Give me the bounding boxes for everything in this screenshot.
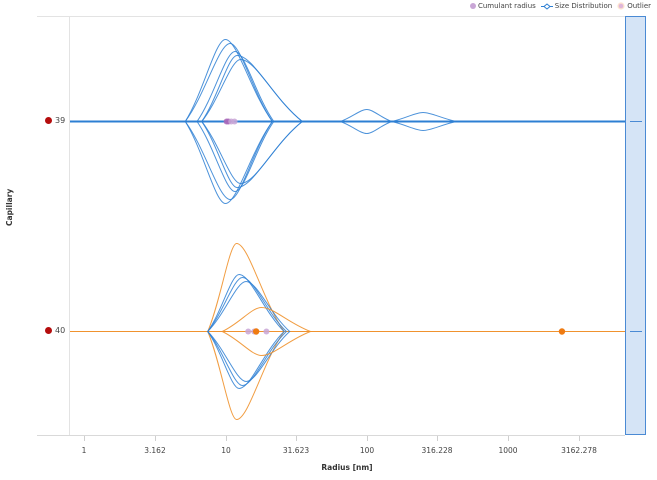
capillary-number: 40 [55,326,66,335]
outlier-point[interactable] [252,328,260,335]
x-tick-label: 3162.278 [561,446,597,455]
size-distribution-curve[interactable] [391,111,457,132]
legend-label: Cumulant radius [477,2,536,10]
cumulant-radius-point[interactable] [231,118,238,125]
size-distribution-curve[interactable] [201,58,304,185]
x-tick-label: 316.228 [421,446,453,455]
x-axis-ticks [84,436,580,441]
cumulant-radius-point[interactable] [245,328,252,335]
legend-label: Size Distribution [554,2,613,10]
size-distribution-curve[interactable] [207,280,291,383]
legend-item-outlier[interactable]: Outlier [617,2,651,10]
legend-item-size-distribution[interactable]: Size Distribution [540,2,613,10]
x-axis-title: Radius [nm] [321,463,373,472]
x-tick-label: 1 [81,446,87,455]
size-distribution-curve[interactable] [196,50,275,193]
chart-legend: Cumulant radius Size Distribution Outlie… [469,2,651,10]
capillary-row-39[interactable] [70,38,625,205]
legend-item-cumulant-radius[interactable]: Cumulant radius [469,2,536,10]
dot-icon [469,3,476,9]
capillary-row-40[interactable] [70,242,625,421]
capillary-label-39[interactable]: 39 [45,116,65,125]
size-distribution-curve[interactable] [207,276,288,387]
status-dot-icon [45,117,52,124]
status-dot-icon [45,327,52,334]
size-distribution-curve[interactable] [184,42,274,201]
scroll-marker-39 [630,121,642,122]
vertical-range-scrollbar[interactable] [625,16,646,435]
plot-area [70,38,625,421]
cumulant-radius-point[interactable] [263,328,270,335]
legend-label: Outlier [627,2,651,10]
x-tick-label: 1000 [498,446,518,455]
diamond-outline-icon [540,2,553,10]
scroll-marker-40 [630,331,642,332]
capillary-number: 39 [55,116,66,125]
size-distribution-curve[interactable] [207,273,285,390]
x-tick-label: 10 [221,446,231,455]
outlier-point[interactable] [558,328,566,335]
ring-dot-icon [617,2,625,10]
x-tick-label: 3.162 [144,446,166,455]
size-distribution-curve[interactable] [221,306,312,357]
capillary-label-40[interactable]: 40 [45,326,65,335]
x-tick-label: 100 [359,446,375,455]
x-tick-label: 31.623 [282,446,310,455]
y-axis-title: Capillary [5,188,14,226]
